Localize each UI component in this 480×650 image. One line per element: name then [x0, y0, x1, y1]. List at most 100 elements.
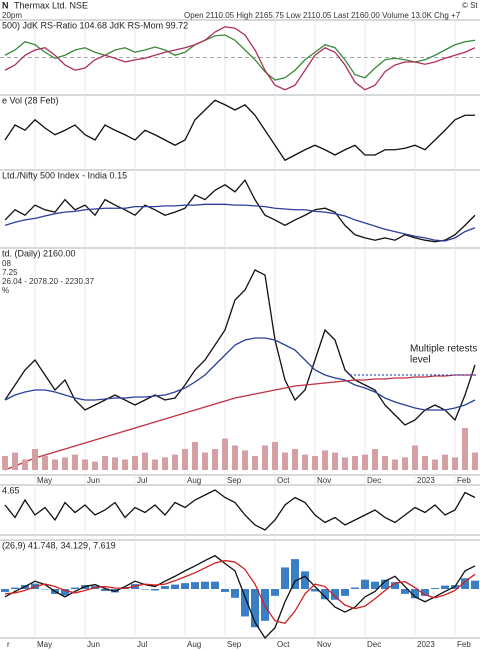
histogram-bar [291, 559, 299, 589]
histogram-bar [301, 571, 309, 589]
volume-bar [182, 449, 188, 470]
histogram-bar [61, 589, 69, 596]
histogram-bar [171, 584, 179, 589]
x-tick-label: Sep [227, 640, 242, 649]
volume-bar [292, 449, 298, 470]
volume-bar [382, 456, 388, 470]
volume-bar [272, 442, 278, 470]
volume-bar [162, 457, 168, 470]
x-tick-label: r [7, 640, 10, 649]
volume-bar [222, 438, 228, 470]
series-line [4, 337, 476, 411]
volume-bar [92, 461, 98, 470]
volume-bar [402, 457, 408, 470]
volume-bar [462, 428, 468, 470]
histogram-bar [1, 589, 9, 592]
panel-label: 7.25 [2, 268, 18, 277]
histogram-bar [371, 581, 379, 589]
x-tick-label: 2023 [417, 476, 435, 485]
x-tick-label: Dec [367, 476, 381, 485]
x-tick-label: Jul [137, 476, 147, 485]
x-tick-label: Feb [457, 640, 471, 649]
series-line [4, 26, 476, 91]
histogram-bar [251, 589, 259, 628]
x-tick-label: Nov [317, 640, 331, 649]
series-line [4, 489, 476, 531]
histogram-bar [421, 589, 429, 596]
volume-bar [142, 452, 148, 470]
histogram-bar [231, 589, 239, 598]
volume-bar [72, 454, 78, 470]
histogram-bar [361, 579, 369, 589]
x-tick-label: Oct [277, 640, 290, 649]
volume-bar [102, 456, 108, 470]
volume-bar [62, 457, 68, 470]
volume-bar [432, 459, 438, 470]
panel-label: % [2, 286, 9, 295]
histogram-bar [11, 587, 19, 589]
timestamp: 20pm [2, 11, 22, 20]
symbol: N [2, 0, 9, 10]
series-line [4, 178, 476, 243]
x-tick-label: Jun [87, 476, 100, 485]
series-line [4, 269, 476, 426]
panel-title: (26,9) 41.748, 34.129, 7.619 [2, 540, 116, 550]
volume-bar [302, 454, 308, 470]
volume-bar [52, 459, 58, 470]
histogram-bar [221, 589, 229, 592]
volume-bar [332, 452, 338, 470]
volume-bar [322, 450, 328, 470]
volume-bar [112, 457, 118, 470]
x-tick-label: May [37, 476, 52, 485]
volume-bar [242, 450, 248, 470]
volume-bar [172, 454, 178, 470]
x-tick-label: Feb [457, 476, 471, 485]
histogram-bar [431, 588, 439, 589]
histogram-bar [321, 589, 329, 600]
histogram-bar [201, 581, 209, 589]
histogram-bar [151, 589, 159, 591]
x-tick-label: Jun [87, 640, 100, 649]
volume-bar [282, 452, 288, 470]
histogram-bar [381, 579, 389, 589]
panel-title: 4.65 [2, 485, 20, 495]
volume-bar [342, 457, 348, 470]
series-line [4, 374, 475, 471]
x-tick-label: 2023 [417, 640, 435, 649]
volume-bar [212, 449, 218, 470]
histogram-bar [311, 589, 319, 592]
x-tick-label: May [37, 640, 52, 649]
histogram-bar [211, 581, 219, 589]
volume-bar [202, 452, 208, 470]
volume-bar [262, 445, 268, 470]
series-line [4, 99, 475, 162]
volume-bar [152, 459, 158, 470]
volume-bar [372, 449, 378, 470]
volume-bar [252, 456, 258, 470]
panel-title: td. (Daily) 2160.00 [2, 248, 76, 258]
series-line [4, 203, 476, 242]
histogram-bar [441, 585, 449, 589]
x-tick-label: Aug [187, 640, 201, 649]
volume-bar [412, 445, 418, 470]
volume-bar [82, 459, 88, 470]
volume-bar [312, 456, 318, 470]
histogram-bar [161, 586, 169, 589]
volume-bar [22, 459, 28, 470]
volume-bar [2, 456, 8, 470]
histogram-bar [411, 589, 419, 599]
histogram-bar [391, 582, 399, 589]
volume-bar [32, 449, 38, 470]
volume-bar [472, 452, 478, 470]
x-tick-label: Aug [187, 476, 201, 485]
x-tick-label: Dec [367, 640, 381, 649]
credit: © St [462, 1, 478, 10]
series-line [4, 559, 476, 625]
volume-bar [442, 454, 448, 470]
histogram-bar [241, 589, 249, 617]
volume-bar [232, 445, 238, 470]
quote: Open 2110.05 High 2165.75 Low 2110.05 La… [184, 11, 461, 20]
x-tick-label: Sep [227, 476, 242, 485]
